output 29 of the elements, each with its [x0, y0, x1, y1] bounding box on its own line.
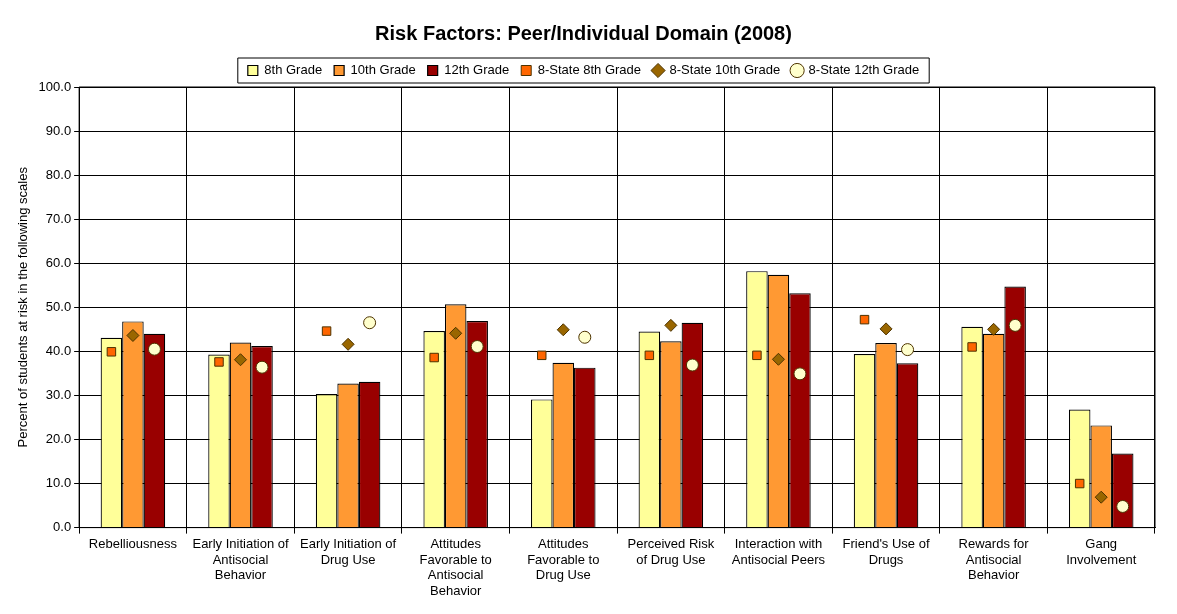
legend-label: 8-State 8th Grade: [537, 62, 642, 78]
x-tick-label: Perceived Risk of Drug Use: [627, 535, 715, 567]
legend-label: 8-State 12th Grade: [808, 62, 920, 78]
legend-label: 8th Grade: [264, 62, 323, 78]
y-tick-label: 90.0: [45, 122, 72, 138]
x-tick-label: Attitudes Favorable to Antisocial Behavior: [419, 535, 492, 598]
y-tick-label: 100.0: [38, 78, 72, 94]
y-tick-label: 20.0: [45, 431, 72, 447]
legend-label: 10th Grade: [350, 62, 416, 78]
legend-label: 12th Grade: [444, 62, 510, 78]
legend-label: 8-State 10th Grade: [669, 62, 781, 78]
y-tick-label: 50.0: [45, 298, 72, 314]
y-tick-label: 0.0: [53, 519, 72, 535]
y-tick-label: 30.0: [45, 387, 72, 402]
x-tick-label: Attitudes Favorable to Drug Use: [527, 535, 600, 583]
y-tick-label: 60.0: [45, 254, 72, 270]
x-tick-label: Early Initiation of Drug Use: [300, 535, 397, 567]
x-tick-label: Gang Involvement: [1066, 535, 1137, 567]
x-tick-label: Early Initiation of Antisocial Behavior: [192, 535, 289, 583]
chart-title: Risk Factors: Peer/Individual Domain (2008): [375, 21, 792, 44]
y-tick-label: 70.0: [45, 210, 72, 226]
x-tick-label: Interaction with Antisocial Peers: [731, 535, 826, 567]
x-tick-label: Rebelliousness: [88, 535, 178, 551]
y-axis-title: Percent of students at risk in the following scales: [15, 166, 31, 448]
y-tick-label: 40.0: [45, 342, 72, 358]
x-tick-label: Rewards for Antisocial Behavior: [958, 535, 1030, 583]
x-tick-label: Friend's Use of Drugs: [842, 535, 930, 567]
y-tick-label: 80.0: [45, 166, 72, 182]
y-tick-label: 10.0: [45, 475, 72, 491]
